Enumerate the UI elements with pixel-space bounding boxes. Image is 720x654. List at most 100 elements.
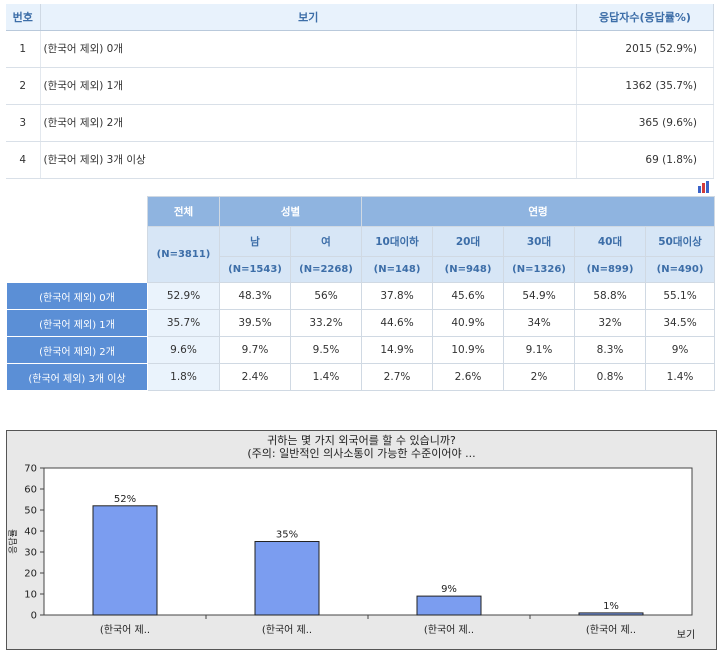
col-n: (N=948) — [432, 256, 505, 283]
bar — [254, 541, 320, 616]
col-n: (N=1543) — [219, 256, 291, 283]
table-row: 2 (한국어 제외) 1개 1362 (35.7%) — [6, 67, 714, 105]
col-n: (N=148) — [361, 256, 434, 283]
value-cell: 37.8% — [361, 282, 434, 310]
y-tick-label: 70 — [24, 464, 37, 475]
x-tick-label: (한국어 제.. — [100, 624, 150, 636]
row-value: 1362 (35.7%) — [576, 67, 714, 105]
value-cell: 9.1% — [503, 336, 576, 364]
x-tick-label: (한국어 제.. — [262, 624, 312, 636]
chart-subtitle: (주의: 일반적인 의사소통이 가능한 수준이어야 ... — [247, 447, 476, 460]
col-label: 여 — [289, 226, 363, 257]
chart-canvas: 0 10 20 30 40 50 60 70 응답률 52% (한국어 제.. 35% (한국어 제..… — [7, 464, 695, 642]
chart-title-block: 귀하는 몇 가지 외국어를 할 수 있습니까? (주의: 일반적인 의사소통이 … — [7, 434, 716, 460]
chart-title: 귀하는 몇 가지 외국어를 할 수 있습니까? — [267, 434, 456, 447]
value-cell: 39.5% — [219, 309, 291, 337]
table-row: (한국어 제외) 1개 35.7% 39.5% 33.2% 44.6% 40.9… — [6, 309, 716, 337]
col-n: (N=1326) — [503, 256, 576, 283]
row-label: (한국어 제외) 2개 — [40, 104, 577, 142]
value-cell: 40.9% — [432, 309, 505, 337]
header-response: 응답자수(응답률%) — [576, 4, 714, 31]
total-cell: 9.6% — [147, 336, 220, 364]
table-row: 4 (한국어 제외) 3개 이상 69 (1.8%) — [6, 141, 714, 179]
total-cell: 52.9% — [147, 282, 220, 310]
row-no: 3 — [6, 104, 41, 142]
value-cell: 54.9% — [503, 282, 576, 310]
total-n: (N=3811) — [147, 226, 220, 283]
age-header: 연령 — [361, 196, 716, 227]
row-label: (한국어 제외) 3개 이상 — [6, 363, 148, 391]
y-tick-label: 50 — [24, 506, 37, 517]
y-tick-label: 0 — [31, 611, 37, 622]
answer-table: 번호 보기 응답자수(응답률%) 1 (한국어 제외) 0개 2015 (52.… — [6, 4, 714, 179]
total-cell: 35.7% — [147, 309, 220, 337]
value-cell: 2% — [503, 363, 576, 391]
row-label: (한국어 제외) 3개 이상 — [40, 141, 577, 179]
value-cell: 2.4% — [219, 363, 291, 391]
col-n: (N=899) — [574, 256, 647, 283]
table-row: (한국어 제외) 0개 52.9% 48.3% 56% 37.8% 45.6% … — [6, 282, 716, 310]
blank-corner — [6, 196, 148, 283]
value-cell: 48.3% — [219, 282, 291, 310]
total-cell: 1.8% — [147, 363, 220, 391]
value-cell: 1.4% — [645, 363, 716, 391]
value-cell: 1.4% — [289, 363, 363, 391]
col-label: 50대이상 — [645, 226, 716, 257]
value-cell: 8.3% — [574, 336, 647, 364]
value-cell: 2.6% — [432, 363, 505, 391]
total-header: 전체 — [147, 196, 220, 227]
bar-value-label: 35% — [276, 530, 298, 541]
bar-value-label: 9% — [441, 584, 457, 595]
value-cell: 32% — [574, 309, 647, 337]
bar — [92, 505, 158, 616]
table-row: 1 (한국어 제외) 0개 2015 (52.9%) — [6, 30, 714, 68]
value-cell: 2.7% — [361, 363, 434, 391]
y-tick-label: 30 — [24, 548, 37, 559]
col-n: (N=490) — [645, 256, 716, 283]
bar — [578, 612, 644, 616]
x-tick-label: (한국어 제.. — [424, 624, 474, 636]
header-choice: 보기 — [40, 4, 577, 31]
row-label: (한국어 제외) 1개 — [6, 309, 148, 337]
value-cell: 45.6% — [432, 282, 505, 310]
row-label: (한국어 제외) 0개 — [40, 30, 577, 68]
bar — [416, 595, 482, 616]
answer-table-header: 번호 보기 응답자수(응답률%) — [6, 4, 714, 31]
row-value: 69 (1.8%) — [576, 141, 714, 179]
row-label: (한국어 제외) 2개 — [6, 336, 148, 364]
y-axis-label: 응답률 — [7, 529, 19, 554]
table-row: 3 (한국어 제외) 2개 365 (9.6%) — [6, 104, 714, 142]
value-cell: 9.7% — [219, 336, 291, 364]
row-no: 2 — [6, 67, 41, 105]
value-cell: 58.8% — [574, 282, 647, 310]
cross-table: 전체 성별 연령 (N=3811) 남 여 10대이하 20대 30대 40대 … — [6, 196, 716, 391]
col-label: 남 — [219, 226, 291, 257]
bar-chart: 0 10 20 30 40 50 60 70 응답률 52% (한국어 제.. 35% (한국어 제..… — [6, 430, 717, 650]
col-label: 10대이하 — [361, 226, 434, 257]
gender-header: 성별 — [218, 196, 363, 227]
value-cell: 56% — [289, 282, 363, 310]
row-no: 4 — [6, 141, 41, 179]
value-cell: 44.6% — [361, 309, 434, 337]
value-cell: 0.8% — [574, 363, 647, 391]
x-tick-label: (한국어 제.. — [586, 624, 636, 636]
table-row: (한국어 제외) 3개 이상 1.8% 2.4% 1.4% 2.7% 2.6% … — [6, 363, 716, 391]
value-cell: 34% — [503, 309, 576, 337]
value-cell: 10.9% — [432, 336, 505, 364]
value-cell: 55.1% — [645, 282, 716, 310]
value-cell: 34.5% — [645, 309, 716, 337]
table-row: (한국어 제외) 2개 9.6% 9.7% 9.5% 14.9% 10.9% 9… — [6, 336, 716, 364]
header-no: 번호 — [6, 4, 41, 31]
y-tick-label: 10 — [24, 590, 37, 601]
value-cell: 14.9% — [361, 336, 434, 364]
row-label: (한국어 제외) 1개 — [40, 67, 577, 105]
row-value: 2015 (52.9%) — [576, 30, 714, 68]
bar-chart-icon[interactable] — [697, 181, 711, 193]
value-cell: 9% — [645, 336, 716, 364]
row-label: (한국어 제외) 0개 — [6, 282, 148, 310]
col-label: 30대 — [503, 226, 576, 257]
row-no: 1 — [6, 30, 41, 68]
y-tick-label: 60 — [24, 485, 37, 496]
value-cell: 33.2% — [289, 309, 363, 337]
row-value: 365 (9.6%) — [576, 104, 714, 142]
